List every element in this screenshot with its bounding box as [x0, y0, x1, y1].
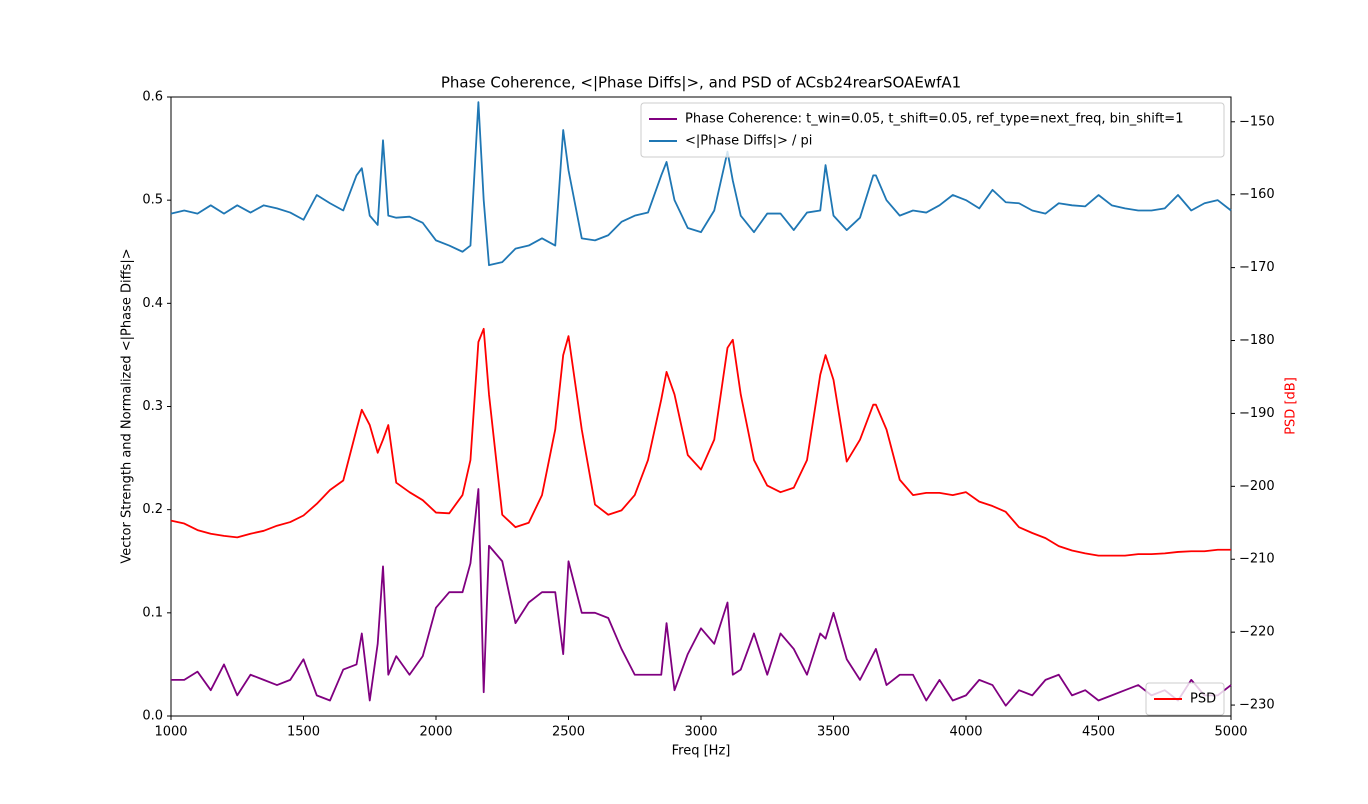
y-tick-label: 0.0 [142, 709, 163, 724]
y-axis-label: Vector Strength and Normalized <|Phase D… [120, 248, 135, 563]
series-line [171, 488, 1232, 707]
x-tick-label: 5000 [1214, 725, 1247, 740]
y-tick-label: 0.4 [142, 296, 163, 311]
y2-tick-label: −210 [1239, 552, 1275, 567]
series-line [170, 101, 1232, 267]
y2-tick-label: −230 [1239, 698, 1275, 713]
y2-tick-label: −170 [1239, 260, 1275, 275]
y-tick-label: 0.5 [142, 193, 163, 208]
y2-tick-label: −160 [1239, 187, 1275, 202]
chart-title: Phase Coherence, <|Phase Diffs|>, and PS… [441, 74, 961, 92]
x-tick-label: 4000 [949, 725, 982, 740]
legend-label: <|Phase Diffs|> / pi [685, 134, 812, 149]
legend-label: Phase Coherence: t_win=0.05, t_shift=0.0… [685, 112, 1183, 127]
x-tick-label: 3500 [817, 725, 850, 740]
y2-axis-label: PSD [dB] [1284, 377, 1299, 435]
y-tick-label: 0.3 [142, 399, 163, 414]
x-tick-label: 4500 [1082, 725, 1115, 740]
y2-tick-label: −180 [1239, 333, 1275, 348]
legend-label: PSD [1190, 692, 1216, 707]
x-tick-label: 2500 [552, 725, 585, 740]
x-tick-label: 3000 [684, 725, 717, 740]
x-tick-label: 1000 [154, 725, 187, 740]
y2-tick-label: −190 [1239, 406, 1275, 421]
legend-box [1145, 682, 1225, 716]
y2-tick-label: −200 [1239, 479, 1275, 494]
legend-box [640, 102, 1225, 158]
series-line [170, 327, 1231, 557]
y-tick-label: 0.6 [142, 90, 163, 105]
y2-tick-label: −220 [1239, 625, 1275, 640]
x-tick-label: 2000 [419, 725, 452, 740]
x-axis-label: Freq [Hz] [672, 744, 731, 759]
y2-tick-label: −150 [1239, 114, 1275, 129]
y-tick-label: 0.2 [142, 502, 163, 517]
x-tick-label: 1500 [287, 725, 320, 740]
y-tick-label: 0.1 [142, 605, 163, 620]
plot-frame [170, 96, 1232, 717]
